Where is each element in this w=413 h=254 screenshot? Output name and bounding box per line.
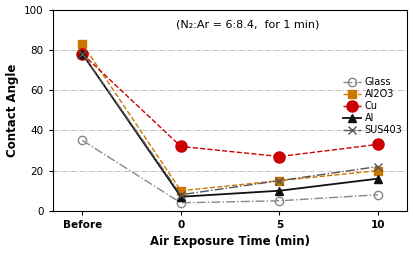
Al: [375, 177, 380, 180]
Glass: [375, 193, 380, 196]
Line: SUS403: SUS403: [78, 50, 382, 199]
Line: Al: Al: [78, 50, 382, 201]
Line: Al2O3: Al2O3: [78, 40, 382, 195]
Al: [178, 195, 183, 198]
Al: [80, 52, 85, 55]
Al2O3: [277, 179, 282, 182]
Cu: [80, 52, 85, 55]
Al: [277, 189, 282, 192]
Al2O3: [375, 169, 380, 172]
Al2O3: [80, 42, 85, 45]
Y-axis label: Contact Angle: Contact Angle: [5, 64, 19, 157]
SUS403: [80, 52, 85, 55]
Text: (N₂:Ar = 6:8.4,  for 1 min): (N₂:Ar = 6:8.4, for 1 min): [176, 20, 320, 30]
Cu: [277, 155, 282, 158]
Cu: [178, 145, 183, 148]
Line: Cu: Cu: [77, 48, 383, 162]
Glass: [80, 139, 85, 142]
Al2O3: [178, 189, 183, 192]
Legend: Glass, Al2O3, Cu, Al, SUS403: Glass, Al2O3, Cu, Al, SUS403: [344, 77, 403, 135]
X-axis label: Air Exposure Time (min): Air Exposure Time (min): [150, 235, 310, 248]
SUS403: [375, 165, 380, 168]
SUS403: [277, 179, 282, 182]
Glass: [178, 201, 183, 204]
SUS403: [178, 193, 183, 196]
Cu: [375, 143, 380, 146]
Glass: [277, 199, 282, 202]
Line: Glass: Glass: [78, 136, 382, 207]
